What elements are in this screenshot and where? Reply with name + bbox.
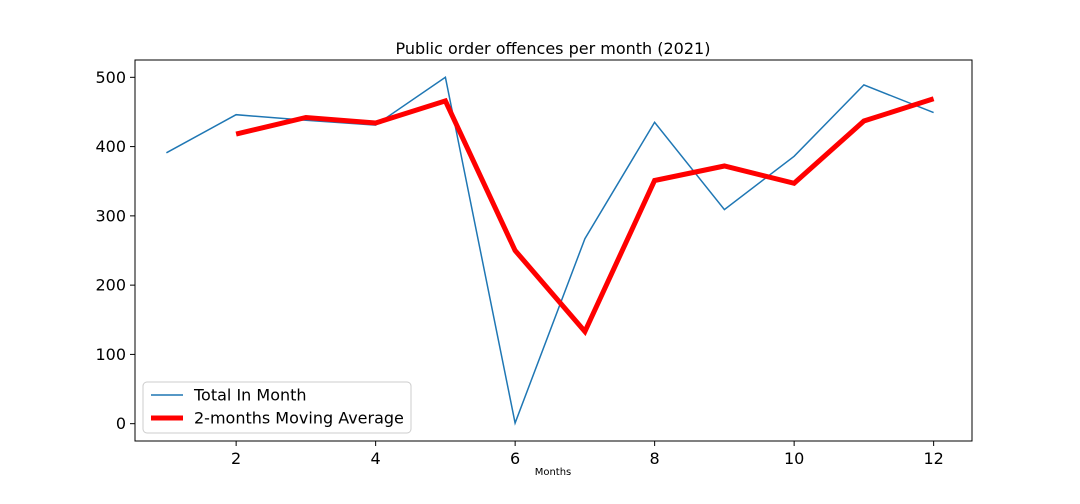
x-tick-label: 4 [371,449,381,468]
x-tick-label: 8 [650,449,660,468]
y-axis: 0 100 200 300 400 500 [95,68,135,433]
x-tick-label: 6 [510,449,520,468]
x-tick-label: 10 [784,449,804,468]
legend-label: 2-months Moving Average [194,409,404,428]
y-tick-label: 400 [95,137,126,156]
x-axis: 2 4 6 8 10 12 [231,441,944,468]
series-moving-average [235,96,935,337]
legend: Total In Month 2-months Moving Average [142,381,412,434]
series-layer [166,76,935,426]
legend-label: Total In Month [193,386,307,405]
y-tick-label: 0 [116,414,126,433]
chart-title: Public order offences per month (2021) [396,39,711,58]
y-tick-label: 200 [95,276,126,295]
x-tick-label: 2 [231,449,241,468]
x-tick-label: 12 [923,449,943,468]
plot-area-frame [134,59,973,442]
series-line [235,96,935,337]
legend-box [142,381,412,434]
y-tick-label: 100 [95,345,126,364]
series-line [166,76,934,426]
y-tick-label: 300 [95,206,126,225]
series-total-in-month [166,76,934,426]
x-axis-label: Months [535,467,572,478]
y-tick-label: 500 [95,68,126,87]
